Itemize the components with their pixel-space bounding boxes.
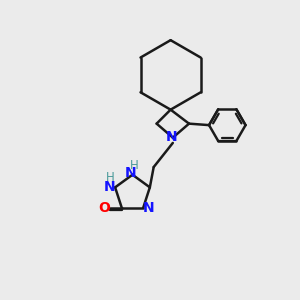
- Text: N: N: [104, 180, 116, 194]
- Text: H: H: [106, 171, 115, 184]
- Text: N: N: [166, 130, 177, 144]
- Text: N: N: [125, 166, 137, 180]
- Text: O: O: [99, 201, 111, 215]
- Text: H: H: [130, 159, 138, 172]
- Text: N: N: [142, 201, 154, 215]
